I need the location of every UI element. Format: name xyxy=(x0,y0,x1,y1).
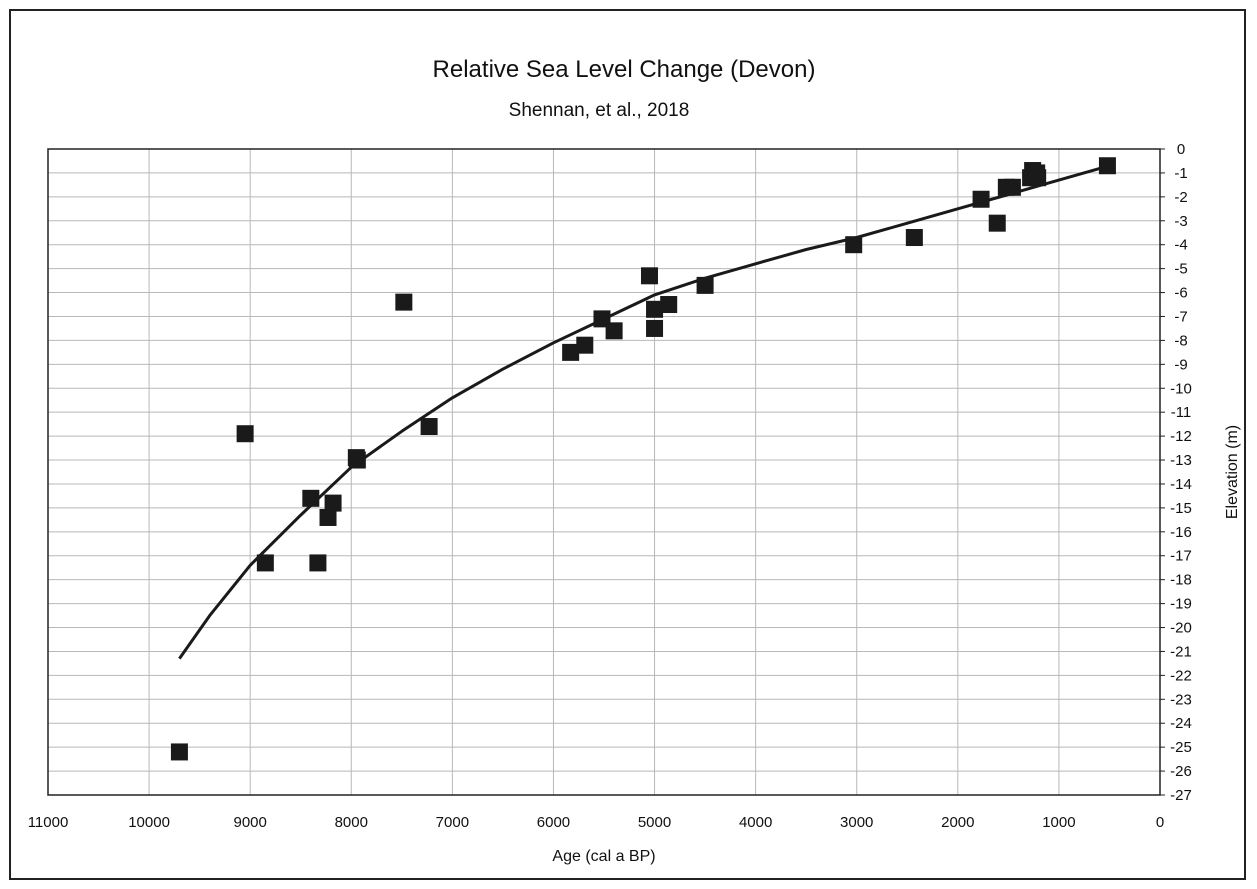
x-tick-label: 8000 xyxy=(335,814,368,831)
data-point xyxy=(302,489,320,507)
chart-title: Relative Sea Level Change (Devon) xyxy=(433,56,816,83)
y-tick-label: -16 xyxy=(1170,524,1192,541)
y-tick-label: -24 xyxy=(1170,715,1192,732)
data-point xyxy=(972,190,990,208)
data-point xyxy=(605,322,623,340)
x-tick-label: 0 xyxy=(1156,814,1164,831)
data-point xyxy=(576,336,594,354)
data-point xyxy=(1003,178,1021,196)
y-tick-label: -5 xyxy=(1174,261,1187,278)
x-tick-label: 10000 xyxy=(128,814,170,831)
y-tick-label: -20 xyxy=(1170,620,1192,637)
data-point xyxy=(562,343,580,361)
data-point xyxy=(319,508,337,526)
y-axis-ticks: 0 -1 -2 -3 -4 -5 -6 -7 -8 -9 -10 -11 -12 -13 -14 -15 -16… xyxy=(1160,141,1192,804)
data-point xyxy=(236,425,254,443)
y-tick-label: -11 xyxy=(1171,404,1192,421)
y-tick-label: -18 xyxy=(1170,572,1192,589)
y-tick-label: -1 xyxy=(1174,165,1187,182)
x-tick-label: 3000 xyxy=(840,814,873,831)
data-point xyxy=(646,300,664,318)
chart-frame xyxy=(9,9,1246,880)
data-points xyxy=(170,157,1116,761)
y-tick-label: -13 xyxy=(1170,452,1192,469)
y-tick-label: 0 xyxy=(1177,141,1185,158)
data-point xyxy=(1098,157,1116,175)
y-tick-label: -6 xyxy=(1174,285,1187,302)
data-point xyxy=(646,319,664,337)
x-tick-label: 2000 xyxy=(941,814,974,831)
data-point xyxy=(256,554,274,572)
data-point xyxy=(348,451,366,469)
data-point xyxy=(660,296,678,314)
x-tick-label: 4000 xyxy=(739,814,772,831)
y-tick-label: -22 xyxy=(1170,667,1192,684)
trendline xyxy=(178,164,1110,660)
data-point xyxy=(696,276,714,294)
y-tick-label: -15 xyxy=(1170,500,1192,517)
data-point xyxy=(988,214,1006,232)
y-axis-label: Elevation (m) xyxy=(1224,425,1241,519)
y-tick-label: -14 xyxy=(1170,476,1192,493)
x-tick-label: 5000 xyxy=(638,814,671,831)
trendline-layer xyxy=(178,164,1110,660)
y-tick-label: -17 xyxy=(1170,548,1192,565)
data-point xyxy=(640,267,658,285)
y-tick-label: -12 xyxy=(1170,428,1192,445)
data-point xyxy=(1029,169,1047,187)
x-axis-label: Age (cal a BP) xyxy=(552,848,655,865)
y-tick-label: -26 xyxy=(1170,763,1192,780)
data-point xyxy=(324,494,342,512)
grid-lines xyxy=(47,148,1161,796)
x-tick-label: 7000 xyxy=(436,814,469,831)
x-tick-label: 11000 xyxy=(28,814,69,831)
y-tick-label: -19 xyxy=(1170,596,1192,613)
y-tick-label: -27 xyxy=(1170,787,1192,804)
x-tick-label: 1000 xyxy=(1042,814,1075,831)
y-tick-label: -9 xyxy=(1174,356,1187,373)
data-point xyxy=(309,554,327,572)
y-tick-label: -23 xyxy=(1170,691,1192,708)
y-tick-label: -21 xyxy=(1170,643,1192,660)
data-point xyxy=(905,229,923,247)
y-tick-label: -4 xyxy=(1174,237,1187,254)
chart-subtitle: Shennan, et al., 2018 xyxy=(509,100,690,121)
y-tick-label: -2 xyxy=(1174,189,1187,206)
y-tick-label: -25 xyxy=(1170,739,1192,756)
x-tick-label: 6000 xyxy=(537,814,570,831)
y-tick-label: -3 xyxy=(1174,213,1187,230)
x-axis-ticks: 11000 10000 9000 8000 7000 6000 5000 4000 3000 20… xyxy=(28,814,1164,831)
data-point xyxy=(395,293,413,311)
y-tick-label: -7 xyxy=(1174,308,1187,325)
y-tick-label: -10 xyxy=(1170,380,1192,397)
x-tick-label: 9000 xyxy=(233,814,266,831)
y-tick-label: -8 xyxy=(1174,332,1187,349)
data-point xyxy=(845,236,863,254)
data-point xyxy=(420,418,438,436)
plot-area xyxy=(47,148,1161,796)
data-point xyxy=(170,743,188,761)
